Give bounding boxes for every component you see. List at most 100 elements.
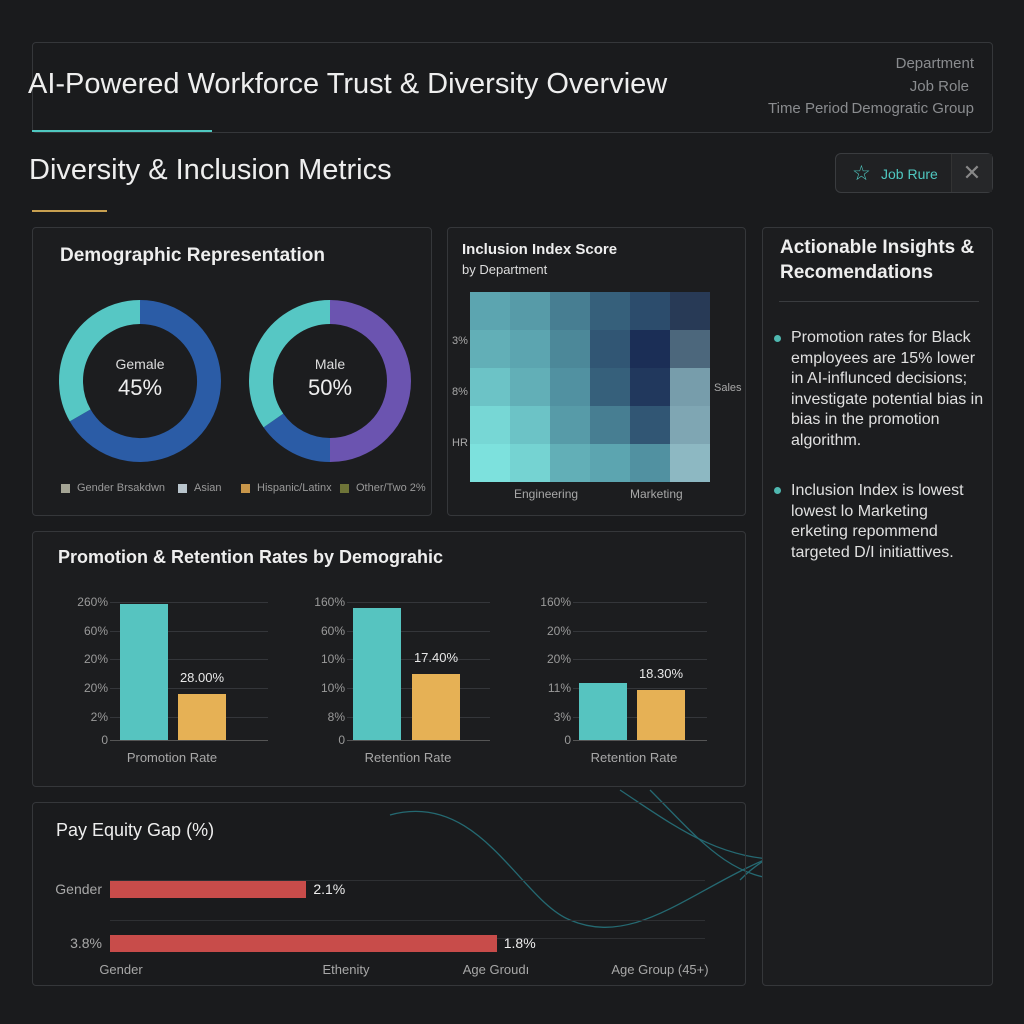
section-title: Diversity & Inclusion Metrics xyxy=(29,154,392,186)
heatmap-cell xyxy=(630,330,671,369)
donut-2-value: 50% xyxy=(307,375,353,400)
y-tick-label: 3% xyxy=(553,710,571,724)
gridline xyxy=(573,740,707,741)
legend-item: Other/Two 2% xyxy=(340,482,426,494)
bar-value-label: 17.40% xyxy=(413,649,459,665)
gridline xyxy=(347,602,490,603)
pay-gap-bar xyxy=(110,881,307,898)
heatmap-cell xyxy=(670,406,710,445)
filter-department[interactable]: Department xyxy=(895,55,974,72)
demographic-title: Demographic Representation xyxy=(60,245,325,266)
page-title: AI-Powered Workforce Trust & Diversity O… xyxy=(28,68,668,100)
promotion-title: Promotion & Retention Rates by Demograhi… xyxy=(58,547,444,567)
heatmap-cell xyxy=(510,292,551,331)
x-category-label: Age Group (45+) xyxy=(611,962,709,977)
bar-value-label: 2.1% xyxy=(313,881,346,897)
job-rure-button[interactable]: ☆ Job Rure ✕ xyxy=(835,153,993,193)
gridline xyxy=(573,602,707,603)
heatmap-cell xyxy=(630,292,671,331)
heatmap-cell xyxy=(670,368,710,407)
heatmap-cell xyxy=(550,444,591,482)
button-label: Job Rure xyxy=(881,166,938,182)
heatmap-cell xyxy=(630,406,671,445)
filter-job-role[interactable]: Job Role xyxy=(909,78,969,95)
donut-charts xyxy=(59,300,411,462)
heatmap-cell xyxy=(470,292,511,331)
x-category-label: Retention Rate xyxy=(364,750,452,765)
gridline xyxy=(110,688,268,689)
insight-item: Inclusion Index is lowest lowest lo Mark… xyxy=(791,482,964,561)
heatmap-cell xyxy=(550,330,591,369)
gridline xyxy=(110,740,268,741)
star-icon: ☆ xyxy=(852,162,871,185)
donut-1-label: Gemale xyxy=(115,356,165,372)
y-tick-label: 20% xyxy=(546,624,571,638)
gridline xyxy=(573,688,707,689)
gridline xyxy=(347,740,490,741)
header-bar xyxy=(32,42,993,133)
y-tick-label: 260% xyxy=(77,595,108,609)
x-category-label: Retention Rate xyxy=(590,750,678,765)
heatmap-cell xyxy=(670,444,710,482)
bullet-icon xyxy=(774,335,781,342)
heatmap-cell xyxy=(550,292,591,331)
y-tick-label: 20% xyxy=(546,652,571,666)
heatmap-cell xyxy=(510,368,551,407)
heatmap-cell xyxy=(510,444,551,482)
gridline xyxy=(110,880,705,881)
bar-value-label: 1.8% xyxy=(503,935,536,951)
gridline xyxy=(110,602,268,603)
heatmap-cell xyxy=(590,444,631,482)
heatmap-x-label: Engineering xyxy=(514,487,579,501)
y-tick-label: 60% xyxy=(320,624,345,638)
y-tick-label: 11% xyxy=(547,681,571,695)
bar-primary xyxy=(579,683,627,740)
gridline xyxy=(573,631,707,632)
pay-gap-bar xyxy=(110,935,497,952)
gridline xyxy=(110,920,705,921)
bullet-icon xyxy=(774,487,781,494)
y-tick-label: 0 xyxy=(564,733,571,747)
section-underline xyxy=(32,210,107,212)
x-category-label: Ethenity xyxy=(322,962,370,977)
heatmap-right-label: Sales xyxy=(714,382,742,394)
x-category-label: Age Groudı xyxy=(462,962,530,977)
filter-demographic-group[interactable]: Demogratic Group xyxy=(851,100,974,117)
divider xyxy=(779,301,979,302)
insights-title: Actionable Insights & Recomendations xyxy=(780,237,975,283)
heatmap-cell xyxy=(670,292,710,331)
bar-value-label: 28.00% xyxy=(179,670,225,686)
filter-time-period[interactable]: Time Period xyxy=(768,100,849,117)
close-icon[interactable]: ✕ xyxy=(951,154,992,192)
heatmap-cell xyxy=(470,406,511,445)
row-label: Gender xyxy=(55,881,102,897)
y-tick-label: 10% xyxy=(320,652,345,666)
y-tick-label: 0 xyxy=(101,733,108,747)
heatmap-cell xyxy=(550,368,591,407)
y-tick-label: 20% xyxy=(83,681,108,695)
heatmap-cell xyxy=(470,330,511,369)
y-tick-label: 0 xyxy=(338,733,345,747)
pay-equity-title: Pay Equity Gap (%) xyxy=(56,820,215,840)
inclusion-subtitle: by Department xyxy=(462,262,548,277)
insights-panel xyxy=(762,227,993,986)
legend-item: Asian xyxy=(178,482,222,494)
heatmap-cell xyxy=(470,444,511,482)
bar-primary xyxy=(353,607,401,740)
heatmap-cell xyxy=(550,406,591,445)
inclusion-title: Inclusion Index Score xyxy=(462,241,618,258)
bar-primary xyxy=(120,604,168,740)
legend-item: Gender Brsakdwn xyxy=(61,482,165,494)
bar-value-label: 18.30% xyxy=(638,666,684,682)
heatmap-cell xyxy=(590,406,631,445)
y-tick-label: 10% xyxy=(320,681,345,695)
bar-comparison xyxy=(178,694,226,740)
demographic-panel xyxy=(32,227,432,516)
x-category-label: Promotion Rate xyxy=(126,750,218,765)
heatmap-cell xyxy=(630,368,671,407)
gridline xyxy=(110,631,268,632)
donut-1-segment-2 xyxy=(59,300,141,422)
donut-2-segment-3 xyxy=(249,300,331,428)
donut-1-value: 45% xyxy=(117,375,163,400)
heatmap-cell xyxy=(590,292,631,331)
